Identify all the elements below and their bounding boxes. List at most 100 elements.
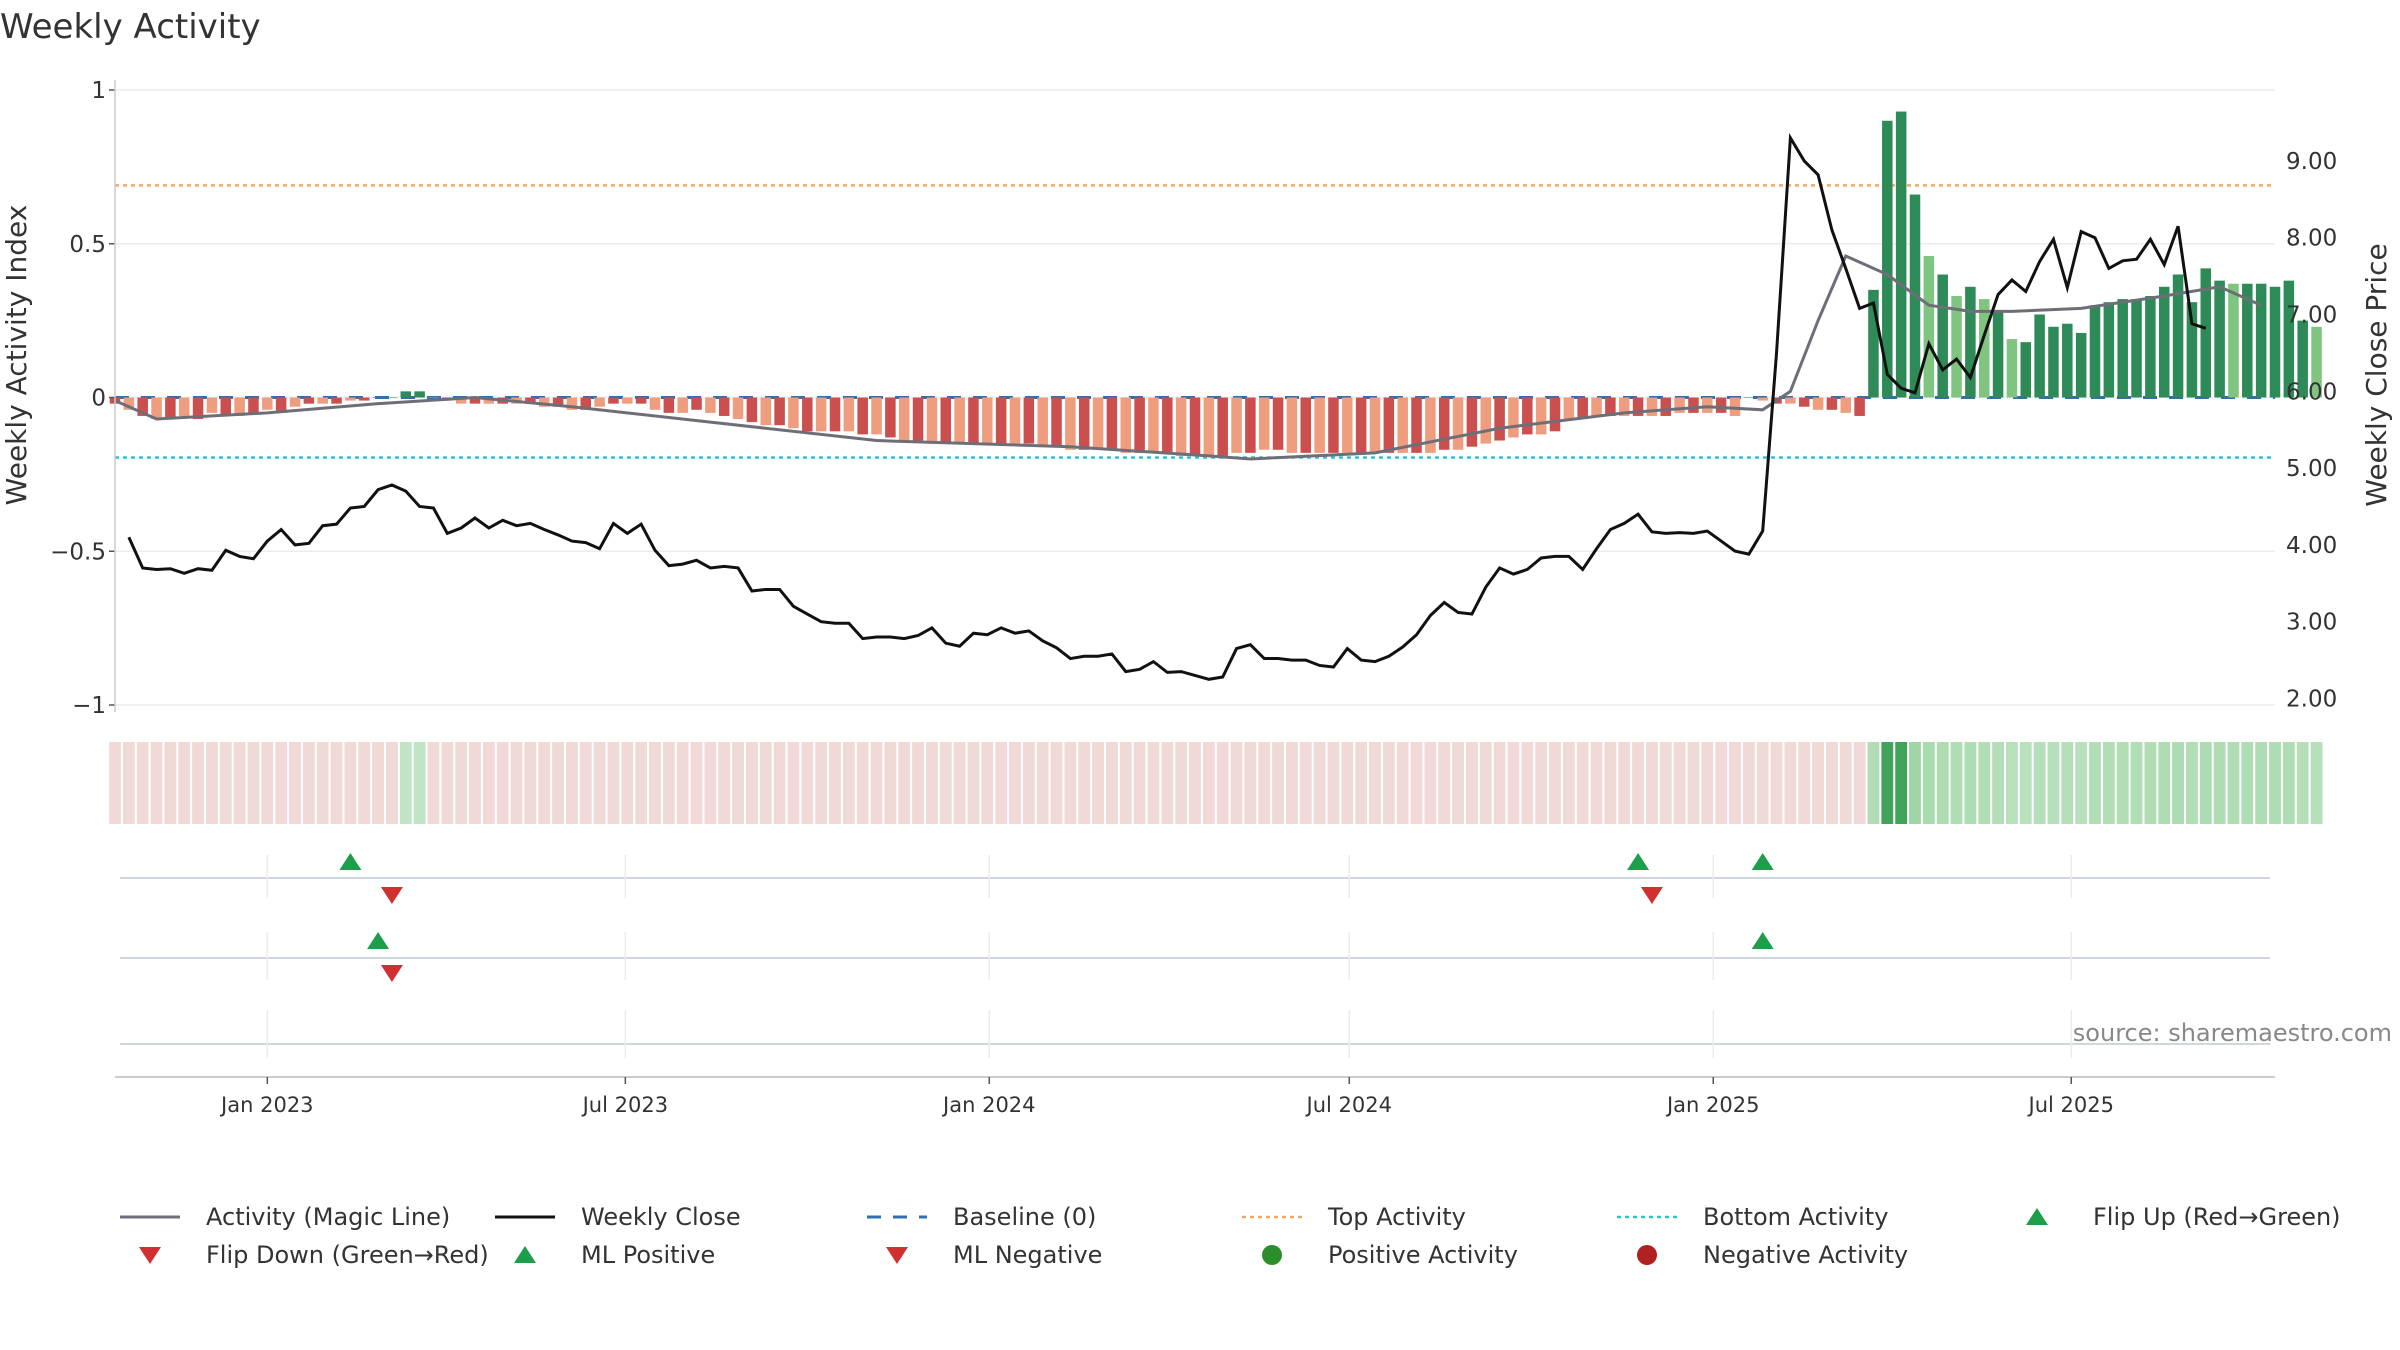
- activity-bar: [1466, 397, 1478, 447]
- strip-cell: [926, 742, 938, 824]
- strip-cell: [469, 742, 481, 824]
- strip-cell: [912, 742, 924, 824]
- activity-bar: [1577, 397, 1588, 420]
- strip-cell: [1950, 742, 1963, 824]
- flip-up-marker: [339, 853, 362, 870]
- left-tick-label: 0.5: [69, 232, 106, 258]
- magic-line-series: [114, 254, 2262, 461]
- activity-bar: [2075, 332, 2087, 398]
- weekly-close-line: [127, 133, 2207, 681]
- activity-bar: [1688, 397, 1699, 413]
- activity-bar: [1812, 397, 1824, 410]
- right-tick-label: 4.00: [2286, 533, 2337, 559]
- strip-cell: [898, 742, 911, 824]
- activity-bar: [1965, 286, 1976, 398]
- activity-bar: [954, 397, 965, 444]
- strip-cell: [1964, 742, 1977, 824]
- activity-bar: [2103, 302, 2115, 398]
- activity-bar: [1549, 397, 1561, 432]
- activity-bar: [1023, 397, 1035, 444]
- activity-bar: [802, 397, 813, 432]
- strip-cell: [1216, 742, 1229, 824]
- activity-bar: [1743, 397, 1755, 398]
- legend-down-triangle-icon: [886, 1247, 908, 1264]
- activity-bar: [1383, 397, 1395, 453]
- activity-bar: [580, 397, 592, 410]
- right-tick-label: 5.00: [2286, 456, 2337, 482]
- strip-cell: [358, 742, 371, 824]
- activity-bar: [982, 397, 993, 444]
- activity-bar: [1757, 397, 1768, 401]
- legend-label: Flip Down (Green→Red): [206, 1241, 489, 1269]
- legend-label: Positive Activity: [1328, 1241, 1518, 1269]
- strip-cell: [2213, 742, 2226, 824]
- strip-cell: [967, 742, 980, 824]
- strip-cell: [1092, 742, 1104, 824]
- activity-bar: [372, 397, 384, 398]
- strip-cell: [1604, 742, 1617, 824]
- activity-bar: [2020, 342, 2032, 398]
- strip-cell: [829, 742, 841, 824]
- strip-cell: [1853, 742, 1866, 824]
- strip-cell: [1382, 742, 1395, 824]
- strip-cell: [136, 742, 149, 824]
- right-tick-label: 6.00: [2286, 379, 2337, 405]
- activity-bar: [677, 397, 688, 413]
- strip-cell: [1244, 742, 1257, 824]
- activity-bar: [1605, 397, 1616, 416]
- activity-bar: [1272, 397, 1284, 450]
- weekly-close-series: [127, 133, 2207, 681]
- legend-label: Baseline (0): [953, 1203, 1096, 1231]
- strip-cell: [649, 742, 661, 824]
- right-tick-label: 2.00: [2286, 686, 2337, 712]
- source-credit: source: sharemaestro.com: [2073, 1019, 2392, 1047]
- activity-bar: [1646, 397, 1658, 416]
- strip-cell: [150, 742, 163, 824]
- activity-bar: [1715, 397, 1727, 413]
- right-tick-label: 3.00: [2286, 610, 2337, 636]
- activity-bar: [2200, 268, 2212, 398]
- activity-bar: [1078, 397, 1090, 450]
- activity-bar: [1508, 397, 1519, 438]
- right-tick-label: 8.00: [2286, 226, 2337, 252]
- activity-bar: [746, 397, 758, 423]
- flip-down-marker: [380, 887, 403, 904]
- strip-cell: [1064, 742, 1077, 824]
- strip-cell: [759, 742, 772, 824]
- strip-cell: [1009, 742, 1021, 824]
- activity-bar: [220, 397, 232, 416]
- activity-bar: [414, 391, 425, 398]
- ml-negative-marker: [380, 965, 403, 982]
- strip-cell: [593, 742, 606, 824]
- strip-cell: [995, 742, 1008, 824]
- activity-bar: [829, 397, 841, 432]
- activity-bar: [774, 397, 785, 426]
- activity-bar: [608, 397, 619, 404]
- strip-cell: [1147, 742, 1160, 824]
- strip-cell: [1798, 742, 1811, 824]
- strip-cell: [1922, 742, 1935, 824]
- strip-cell: [801, 742, 814, 824]
- strip-cell: [399, 742, 412, 824]
- strip-cell: [1106, 742, 1118, 824]
- strip-cell: [1396, 742, 1409, 824]
- activity-bar: [165, 397, 176, 420]
- activity-bar: [2006, 339, 2018, 398]
- strip-cell: [1341, 742, 1354, 824]
- strip-cell: [2061, 742, 2074, 824]
- activity-bar: [1397, 397, 1408, 453]
- activity-bar: [1535, 397, 1547, 435]
- activity-bar: [1189, 397, 1201, 456]
- activity-bar: [1785, 397, 1796, 404]
- strip-cell: [1812, 742, 1824, 824]
- activity-bar: [345, 397, 356, 401]
- activity-bar: [2186, 302, 2198, 398]
- strip-cell: [2282, 742, 2295, 824]
- strip-cell: [2199, 742, 2212, 824]
- activity-bar: [1148, 397, 1159, 453]
- activity-bar: [469, 397, 481, 404]
- strip-cell: [2310, 742, 2323, 824]
- legend-negative-dot-icon: [1637, 1245, 1657, 1265]
- strip-cell: [787, 742, 800, 824]
- strip-cell: [247, 742, 260, 824]
